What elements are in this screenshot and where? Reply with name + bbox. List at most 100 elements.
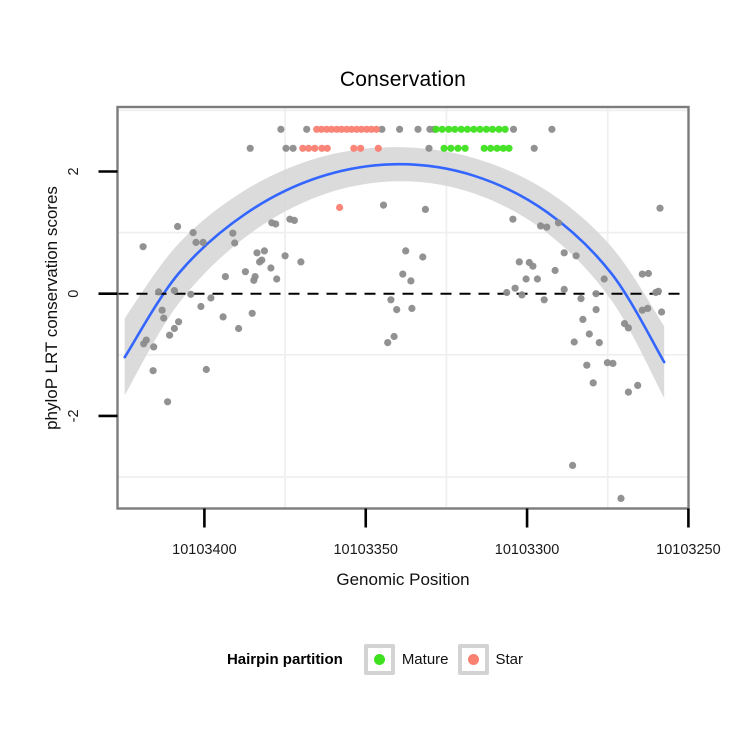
- data-point-other: [585, 330, 593, 338]
- data-point-other: [624, 324, 633, 332]
- data-point-other: [189, 229, 197, 237]
- data-point-other: [603, 359, 612, 367]
- data-point-other: [192, 238, 200, 246]
- data-point-mature: [488, 125, 497, 133]
- data-point-other: [155, 288, 163, 296]
- data-point-mature: [463, 125, 471, 133]
- data-point-mature: [461, 144, 469, 152]
- data-point-other: [160, 314, 168, 322]
- data-point-other: [199, 238, 207, 246]
- data-point-other: [407, 277, 415, 285]
- legend-label-star: Star: [495, 650, 524, 668]
- data-point-other: [379, 201, 388, 209]
- data-point-star: [372, 125, 380, 133]
- data-point-other: [384, 339, 392, 347]
- x-tick-label: 10103400: [172, 542, 237, 558]
- confidence-ribbon: [124, 147, 665, 399]
- data-point-star: [311, 144, 319, 152]
- data-point-other: [253, 249, 261, 257]
- star-dot-icon: [467, 653, 479, 665]
- data-point-other: [408, 304, 416, 312]
- data-point-other: [592, 306, 600, 314]
- data-point-other: [396, 125, 404, 133]
- data-point-other: [166, 331, 174, 339]
- data-point-mature: [480, 144, 488, 152]
- data-point-mature: [432, 125, 440, 133]
- data-point-other: [272, 220, 280, 228]
- data-point-mature: [501, 125, 509, 133]
- data-point-other: [560, 285, 568, 293]
- data-point-other: [221, 273, 229, 281]
- data-point-mature: [451, 125, 459, 133]
- y-axis-title: phyloP LRT conservation scores: [42, 186, 61, 430]
- data-point-other: [570, 338, 578, 346]
- data-point-star: [357, 144, 365, 152]
- data-point-other: [654, 287, 663, 295]
- legend-item-mature: Mature: [363, 643, 449, 675]
- data-point-other: [600, 275, 608, 283]
- data-point-star: [374, 144, 382, 152]
- data-point-mature: [495, 125, 503, 133]
- data-point-star: [336, 203, 344, 212]
- data-point-other: [554, 219, 563, 227]
- y-tick-label: -2: [66, 409, 82, 422]
- data-point-other: [399, 270, 407, 278]
- data-point-other: [378, 125, 386, 133]
- data-point-other: [235, 324, 243, 333]
- legend: Hairpin partition Mature Star: [0, 640, 750, 678]
- plot-title: Conservation: [339, 68, 467, 91]
- data-point-other: [419, 253, 427, 261]
- data-point-mature: [457, 125, 465, 133]
- data-point-mature: [454, 144, 462, 152]
- data-point-other: [503, 288, 511, 297]
- y-tick-label: 0: [66, 290, 82, 298]
- data-point-other: [583, 361, 591, 369]
- data-point-other: [530, 144, 538, 152]
- data-point-star: [347, 125, 356, 133]
- data-point-mature: [505, 144, 513, 152]
- data-point-star: [323, 144, 331, 152]
- data-point-other: [282, 144, 290, 152]
- data-point-other: [139, 243, 147, 251]
- data-points: [139, 125, 666, 502]
- data-point-other: [537, 222, 545, 230]
- data-point-mature: [493, 144, 501, 152]
- data-point-mature: [470, 125, 478, 133]
- legend-label-mature: Mature: [401, 650, 449, 668]
- data-point-mature: [487, 144, 495, 152]
- data-point-other: [187, 290, 195, 298]
- data-point-other: [595, 339, 603, 347]
- data-point-other: [202, 365, 210, 374]
- data-point-other: [522, 275, 530, 283]
- smooth-curve: [123, 162, 666, 364]
- data-point-other: [569, 461, 577, 469]
- data-point-other: [273, 275, 281, 283]
- data-point-star: [317, 125, 326, 133]
- data-point-mature: [476, 125, 484, 133]
- data-point-other: [543, 223, 551, 231]
- data-point-other: [609, 359, 617, 367]
- data-point-star: [299, 144, 307, 152]
- data-point-mature: [499, 144, 507, 152]
- data-point-other: [656, 204, 664, 212]
- data-point-other: [289, 144, 297, 152]
- y-axis-ticks: 2 0 -2: [66, 167, 118, 422]
- data-point-other: [511, 284, 519, 292]
- data-point-other: [589, 379, 597, 387]
- data-point-other: [241, 268, 249, 276]
- x-tick-label: 10103250: [656, 542, 721, 558]
- data-point-mature: [447, 144, 455, 152]
- data-point-other: [260, 247, 268, 255]
- data-point-other: [518, 291, 526, 299]
- data-point-mature: [482, 125, 490, 133]
- data-point-other: [624, 388, 633, 396]
- data-point-other: [393, 306, 401, 314]
- legend-key-box-star: [457, 643, 489, 675]
- data-point-other: [248, 309, 256, 317]
- data-point-other: [149, 367, 157, 375]
- data-point-other: [390, 332, 398, 341]
- loess-line: [123, 162, 666, 364]
- data-point-star: [357, 125, 366, 133]
- x-tick-label: 10103350: [333, 542, 398, 558]
- data-point-other: [164, 398, 172, 406]
